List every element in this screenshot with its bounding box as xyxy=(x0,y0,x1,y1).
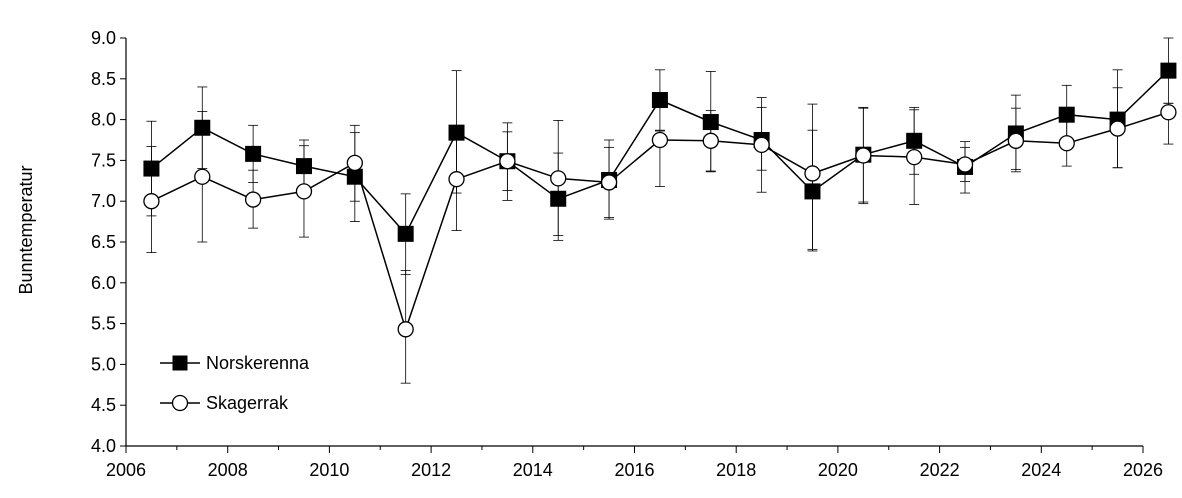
point-skagerrak xyxy=(702,132,719,149)
x-tick-label: 2012 xyxy=(411,460,451,480)
point-skagerrak xyxy=(1007,132,1025,149)
y-tick-label: 8.0 xyxy=(91,110,116,130)
point-skagerrak xyxy=(906,148,923,166)
point-norskerenna xyxy=(1160,62,1177,79)
point-skagerrak xyxy=(600,174,618,191)
point-skagerrak xyxy=(1160,104,1177,121)
point-skagerrak xyxy=(1109,120,1126,137)
y-tick-label: 4.0 xyxy=(91,436,116,456)
y-tick-label: 5.5 xyxy=(91,314,116,334)
point-skagerrak xyxy=(346,154,363,171)
point-norskerenna xyxy=(651,92,668,109)
point-skagerrak xyxy=(448,171,465,188)
x-tick-label: 2024 xyxy=(1021,460,1061,480)
legend-label-skagerrak: Skagerrak xyxy=(206,393,289,413)
point-skagerrak xyxy=(295,183,313,200)
point-norskerenna xyxy=(194,119,211,136)
y-tick-label: 9.0 xyxy=(91,28,116,48)
axes: 4.0 4.5 5.0 5.5 6.0 6.5 7.0 7.5 8.0 8.5 9.0 2006 200… xyxy=(91,28,1163,480)
x-tick-label: 2016 xyxy=(614,460,654,480)
point-norskerenna xyxy=(906,132,923,149)
point-skagerrak xyxy=(855,147,872,164)
x-tick-label: 2014 xyxy=(513,460,553,480)
y-tick-label: 6.5 xyxy=(91,232,116,252)
error-bars xyxy=(146,37,1174,384)
x-tick-label: 2018 xyxy=(716,460,756,480)
y-tick-label: 6.0 xyxy=(91,273,116,293)
y-tick-label: 4.5 xyxy=(91,395,116,415)
x-tick-label: 2022 xyxy=(920,460,960,480)
point-skagerrak xyxy=(397,321,414,338)
point-skagerrak xyxy=(956,156,974,173)
point-norskerenna xyxy=(448,124,465,141)
point-skagerrak xyxy=(753,136,770,154)
point-norskerenna xyxy=(804,183,821,200)
point-skagerrak xyxy=(550,170,567,187)
y-tick-label: 8.5 xyxy=(91,69,116,89)
x-tick-label: 2020 xyxy=(818,460,858,480)
markers xyxy=(143,62,1177,338)
point-norskerenna xyxy=(245,145,262,162)
x-tick-label: 2006 xyxy=(106,460,146,480)
legend-marker-norskerenna xyxy=(172,355,188,371)
point-norskerenna xyxy=(702,114,719,131)
point-norskerenna xyxy=(550,190,567,207)
x-tick-label: 2008 xyxy=(208,460,248,480)
point-skagerrak xyxy=(194,168,211,185)
x-tick-label: 2026 xyxy=(1123,460,1163,480)
legend: Norskerenna Skagerrak xyxy=(160,353,310,413)
point-norskerenna xyxy=(1058,106,1075,123)
y-tick-label: 7.0 xyxy=(91,191,116,211)
point-skagerrak xyxy=(1058,135,1075,152)
legend-marker-skagerrak xyxy=(171,394,189,412)
x-tick-label: 2010 xyxy=(309,460,349,480)
point-skagerrak xyxy=(143,193,160,210)
point-skagerrak xyxy=(651,131,669,149)
point-norskerenna xyxy=(346,168,363,185)
point-skagerrak xyxy=(804,165,821,182)
point-norskerenna xyxy=(397,225,414,242)
point-skagerrak xyxy=(244,191,262,208)
point-skagerrak xyxy=(499,153,516,170)
y-tick-label: 7.5 xyxy=(91,150,116,170)
point-norskerenna xyxy=(143,160,160,177)
y-tick-label: 5.0 xyxy=(91,354,116,374)
point-norskerenna xyxy=(295,158,312,175)
y-axis-label: Bunntemperatur xyxy=(16,165,36,294)
legend-label-norskerenna: Norskerenna xyxy=(206,353,310,373)
